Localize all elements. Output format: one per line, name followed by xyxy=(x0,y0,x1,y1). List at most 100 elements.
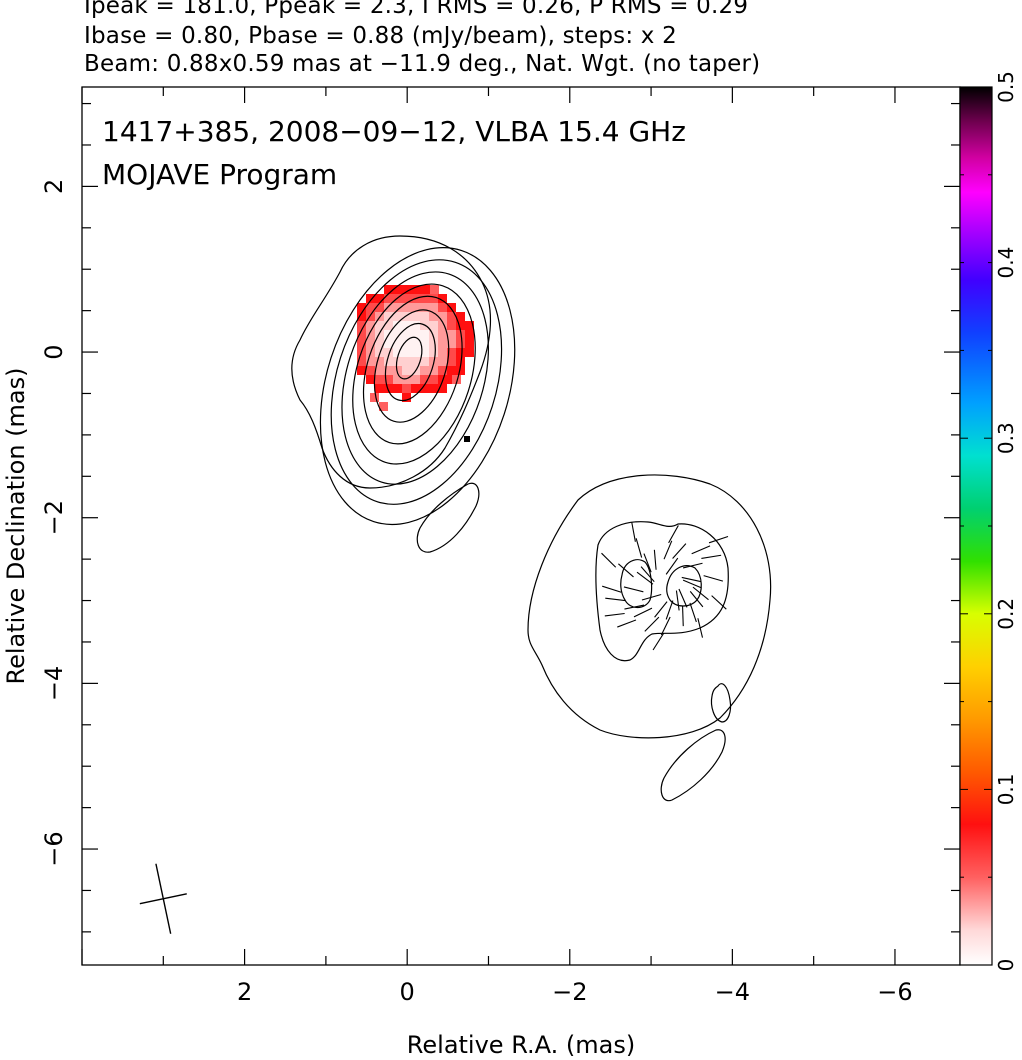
hole-contour-left xyxy=(620,559,653,609)
pol-pixel xyxy=(402,339,411,348)
inner-contour-knot xyxy=(595,521,729,662)
pol-pixel xyxy=(456,366,465,375)
pol-pixel xyxy=(375,366,384,375)
pol-pixel xyxy=(366,366,375,375)
pol-pixel xyxy=(420,366,429,375)
y-axis-label: Relative Declination (mas) xyxy=(2,367,30,684)
pol-pixel xyxy=(357,312,366,321)
pol-pixel xyxy=(411,321,420,330)
evpa-vector xyxy=(672,543,687,559)
pol-pixel xyxy=(402,321,411,330)
pol-pixel xyxy=(402,393,411,402)
evpa-vector xyxy=(631,521,636,542)
pol-pixel xyxy=(420,285,429,294)
pol-pixel xyxy=(447,366,456,375)
pol-pixel xyxy=(375,330,384,339)
pol-pixel xyxy=(438,348,447,357)
data-marker xyxy=(464,436,470,442)
core-contour xyxy=(341,271,489,485)
evpa-vector xyxy=(604,612,625,617)
pol-pixel xyxy=(384,366,393,375)
pol-pixel xyxy=(393,312,402,321)
pol-pixel xyxy=(420,330,429,339)
pol-pixel xyxy=(438,294,447,303)
evpa-vector xyxy=(689,602,697,623)
pol-pixel xyxy=(438,357,447,366)
pol-pixel xyxy=(357,366,366,375)
pol-pixel xyxy=(447,321,456,330)
evpa-vector xyxy=(643,553,652,573)
pol-pixel xyxy=(411,339,420,348)
outer-contour-knot xyxy=(527,474,772,739)
pol-pixel xyxy=(366,357,375,366)
pol-pixel xyxy=(420,384,429,393)
evpa-vector xyxy=(640,566,655,583)
core-contour xyxy=(319,247,516,526)
evpa-vector xyxy=(602,585,622,593)
pol-pixel xyxy=(402,366,411,375)
pol-pixel xyxy=(465,339,474,348)
y-tick-label: 2 xyxy=(40,179,68,194)
pol-pixel xyxy=(411,384,420,393)
y-tick-label: −4 xyxy=(40,666,68,701)
pol-pixel xyxy=(393,384,402,393)
pol-pixel xyxy=(447,348,456,357)
pol-pixel xyxy=(384,285,393,294)
colorbar xyxy=(959,86,993,966)
header-stats-line: Ipeak = 181.0, Ppeak = 2.3, I RMS = 0.26… xyxy=(84,0,749,19)
pol-pixel xyxy=(357,330,366,339)
core-contour xyxy=(373,309,450,423)
evpa-vector xyxy=(623,586,644,593)
pol-pixel xyxy=(411,375,420,384)
core-contour xyxy=(362,295,463,445)
pol-pixel xyxy=(447,330,456,339)
x-tick-label: 0 xyxy=(400,978,415,1006)
pol-pixel xyxy=(411,285,420,294)
pol-pixel xyxy=(366,339,375,348)
pol-pixel xyxy=(402,384,411,393)
pol-pixel xyxy=(447,303,456,312)
evpa-vector xyxy=(682,606,684,627)
y-tick-label: −6 xyxy=(40,831,68,866)
colorbar-tick-label: 0 xyxy=(994,959,1018,972)
blob-contour-3 xyxy=(660,729,726,802)
pol-pixel xyxy=(393,285,402,294)
x-tick-label: −6 xyxy=(877,978,912,1006)
pol-pixel xyxy=(429,312,438,321)
pol-pixel xyxy=(375,384,384,393)
pol-pixel xyxy=(420,339,429,348)
chart-title-line2: MOJAVE Program xyxy=(102,158,337,191)
pol-pixel xyxy=(420,375,429,384)
colorbar-tick-label: 0.2 xyxy=(994,598,1018,630)
evpa-vector xyxy=(641,593,662,601)
pol-pixel xyxy=(456,321,465,330)
y-tick-label: 0 xyxy=(40,344,68,359)
evpa-vector xyxy=(644,616,660,632)
pol-pixel xyxy=(420,303,429,312)
pol-pixel xyxy=(393,339,402,348)
y-tick-label: −2 xyxy=(40,500,68,535)
pol-pixel xyxy=(384,339,393,348)
pol-pixel xyxy=(447,339,456,348)
pol-pixel xyxy=(438,312,447,321)
intensity-contours xyxy=(291,235,772,802)
pol-pixel xyxy=(429,330,438,339)
pol-pixel xyxy=(438,321,447,330)
pol-pixel xyxy=(430,285,439,294)
pol-pixel xyxy=(384,321,393,330)
pol-pixel xyxy=(465,348,474,357)
beam-marker xyxy=(139,863,187,934)
pol-pixel xyxy=(411,312,420,321)
pol-pixel xyxy=(456,339,465,348)
evpa-vector xyxy=(617,619,637,628)
evpa-vector xyxy=(691,545,711,555)
evpa-vector xyxy=(635,538,643,558)
evpa-vector xyxy=(711,595,727,610)
pol-pixel xyxy=(384,348,393,357)
pol-pixel xyxy=(429,339,438,348)
pol-pixel xyxy=(375,321,384,330)
pol-pixel xyxy=(402,285,411,294)
outer-contour-core xyxy=(291,235,491,489)
pol-pixel xyxy=(402,357,411,366)
